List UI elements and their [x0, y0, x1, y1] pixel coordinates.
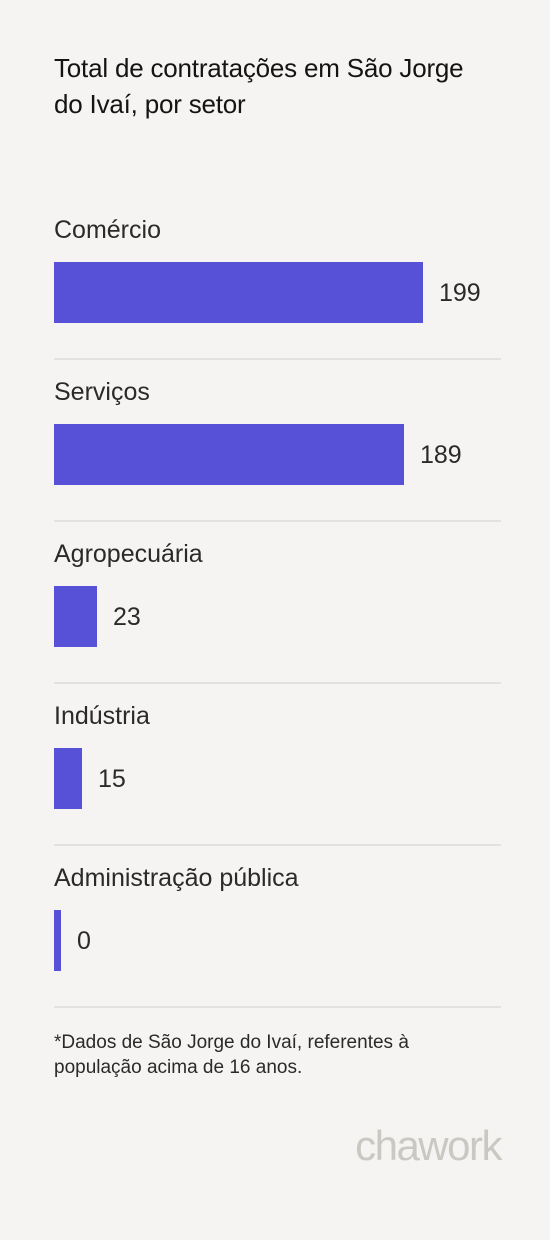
- bar: [54, 586, 97, 647]
- bar-value-label: 0: [77, 927, 91, 955]
- bar-row: Comércio 199: [54, 198, 501, 360]
- bar-row: Agropecuária 23: [54, 522, 501, 684]
- bar-row: Administração pública 0: [54, 846, 501, 1008]
- footnote: *Dados de São Jorge do Ivaí, referentes …: [54, 1032, 409, 1078]
- bar: [54, 424, 404, 485]
- bar-value-label: 15: [98, 765, 126, 793]
- bar-label: Comércio: [54, 216, 161, 244]
- bar-chart: Comércio 199 Serviços 189 Agropecuária 23 Indú…: [54, 198, 501, 1008]
- bar-label: Serviços: [54, 378, 150, 406]
- bar-label: Administração pública: [54, 864, 299, 892]
- bar-label: Agropecuária: [54, 540, 203, 568]
- bar-label: Indústria: [54, 702, 150, 730]
- chart-title: Total de contratações em São Jorge do Iv…: [54, 53, 464, 119]
- bar: [54, 910, 61, 971]
- bar-row: Serviços 189: [54, 360, 501, 522]
- bar-value-label: 199: [439, 279, 481, 307]
- bar-value-label: 23: [113, 603, 141, 631]
- chawork-logo: chawork: [355, 1122, 502, 1169]
- bar-value-label: 189: [420, 441, 462, 469]
- bar: [54, 262, 423, 323]
- bar-row: Indústria 15: [54, 684, 501, 846]
- bar: [54, 748, 82, 809]
